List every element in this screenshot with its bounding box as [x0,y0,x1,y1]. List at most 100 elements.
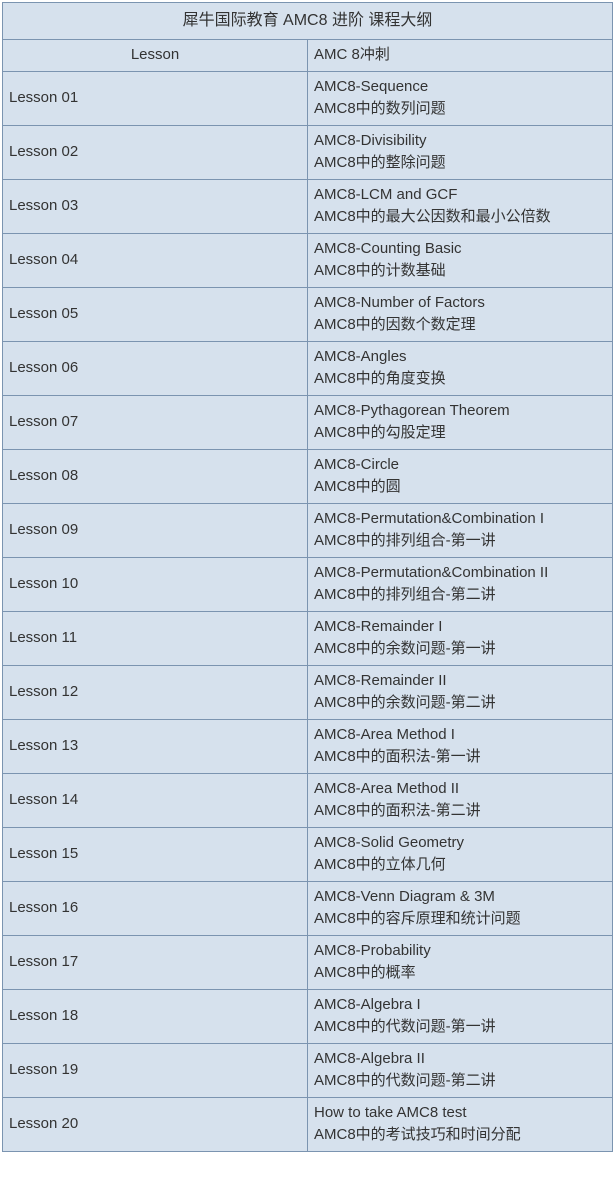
table-row: Lesson 15 AMC8-Solid GeometryAMC8中的立体几何 [3,827,613,881]
table-row: Lesson 02AMC8-DivisibilityAMC8中的整除问题 [3,125,613,179]
content-chinese: AMC8中的余数问题-第二讲 [314,692,606,715]
table-row: Lesson 12AMC8-Remainder IIAMC8中的余数问题-第二讲 [3,665,613,719]
table-row: Lesson 13AMC8-Area Method IAMC8中的面积法-第一讲 [3,719,613,773]
content-chinese: AMC8中的代数问题-第一讲 [314,1016,606,1039]
content-chinese: AMC8中的圆 [314,476,606,499]
lesson-cell: Lesson 17 [3,935,308,989]
content-cell: AMC8-Number of FactorsAMC8中的因数个数定理 [308,287,613,341]
content-cell: AMC8-Algebra IIAMC8中的代数问题-第二讲 [308,1043,613,1097]
content-english: AMC8-Pythagorean Theorem [314,400,606,423]
content-chinese: AMC8中的整除问题 [314,152,606,175]
lesson-cell: Lesson 06 [3,341,308,395]
table-title: 犀牛国际教育 AMC8 进阶 课程大纲 [3,3,613,40]
content-english: AMC8-Circle [314,454,606,477]
course-syllabus-table: 犀牛国际教育 AMC8 进阶 课程大纲 Lesson AMC 8冲刺 Lesso… [2,2,613,1152]
content-cell: AMC8-Permutation&Combination IAMC8中的排列组合… [308,503,613,557]
content-english: AMC8-Permutation&Combination II [314,562,606,585]
table-row: Lesson 04AMC8-Counting BasicAMC8中的计数基础 [3,233,613,287]
lesson-cell: Lesson 04 [3,233,308,287]
content-cell: AMC8-ProbabilityAMC8中的概率 [308,935,613,989]
content-english: How to take AMC8 test [314,1102,606,1125]
lesson-cell: Lesson 09 [3,503,308,557]
content-cell: AMC8-Area Method IAMC8中的面积法-第一讲 [308,719,613,773]
table-row: Lesson 10AMC8-Permutation&Combination II… [3,557,613,611]
content-cell: AMC8-AnglesAMC8中的角度变换 [308,341,613,395]
lesson-cell: Lesson 03 [3,179,308,233]
content-cell: AMC8-Area Method IIAMC8中的面积法-第二讲 [308,773,613,827]
table-row: Lesson 07AMC8-Pythagorean TheoremAMC8中的勾… [3,395,613,449]
content-english: AMC8-Venn Diagram & 3M [314,886,606,909]
table-row: Lesson 08AMC8-CircleAMC8中的圆 [3,449,613,503]
content-cell: How to take AMC8 testAMC8中的考试技巧和时间分配 [308,1097,613,1151]
content-chinese: AMC8中的排列组合-第一讲 [314,530,606,553]
content-chinese: AMC8中的角度变换 [314,368,606,391]
table-row: Lesson 09AMC8-Permutation&Combination IA… [3,503,613,557]
content-chinese: AMC8中的概率 [314,962,606,985]
table-row: Lesson 01AMC8-SequenceAMC8中的数列问题 [3,71,613,125]
lesson-cell: Lesson 01 [3,71,308,125]
content-chinese: AMC8中的勾股定理 [314,422,606,445]
lesson-cell: Lesson 15 [3,827,308,881]
content-chinese: AMC8中的立体几何 [314,854,606,877]
header-lesson: Lesson [3,40,308,72]
content-cell: AMC8-SequenceAMC8中的数列问题 [308,71,613,125]
table-row: Lesson 14AMC8-Area Method IIAMC8中的面积法-第二… [3,773,613,827]
content-english: AMC8-Number of Factors [314,292,606,315]
content-english: AMC8-Probability [314,940,606,963]
content-english: AMC8-Permutation&Combination I [314,508,606,531]
lesson-cell: Lesson 11 [3,611,308,665]
lesson-cell: Lesson 08 [3,449,308,503]
content-english: AMC8-Angles [314,346,606,369]
lesson-cell: Lesson 05 [3,287,308,341]
lesson-cell: Lesson 10 [3,557,308,611]
lesson-cell: Lesson 20 [3,1097,308,1151]
table-row: Lesson 19AMC8-Algebra IIAMC8中的代数问题-第二讲 [3,1043,613,1097]
lesson-cell: Lesson 16 [3,881,308,935]
table-row: Lesson 20How to take AMC8 testAMC8中的考试技巧… [3,1097,613,1151]
content-cell: AMC8-LCM and GCFAMC8中的最大公因数和最小公倍数 [308,179,613,233]
content-cell: AMC8-Remainder IAMC8中的余数问题-第一讲 [308,611,613,665]
content-english: AMC8-Remainder II [314,670,606,693]
content-english: AMC8-Algebra I [314,994,606,1017]
table-row: Lesson 06AMC8-AnglesAMC8中的角度变换 [3,341,613,395]
content-english: AMC8-LCM and GCF [314,184,606,207]
content-cell: AMC8-CircleAMC8中的圆 [308,449,613,503]
content-cell: AMC8-Permutation&Combination IIAMC8中的排列组… [308,557,613,611]
lesson-cell: Lesson 13 [3,719,308,773]
header-content: AMC 8冲刺 [308,40,613,72]
content-chinese: AMC8中的面积法-第二讲 [314,800,606,823]
lesson-cell: Lesson 19 [3,1043,308,1097]
content-chinese: AMC8中的数列问题 [314,98,606,121]
title-row: 犀牛国际教育 AMC8 进阶 课程大纲 [3,3,613,40]
table-row: Lesson 18AMC8-Algebra IAMC8中的代数问题-第一讲 [3,989,613,1043]
content-english: AMC8-Counting Basic [314,238,606,261]
content-cell: AMC8-DivisibilityAMC8中的整除问题 [308,125,613,179]
lesson-cell: Lesson 18 [3,989,308,1043]
content-english: AMC8-Solid Geometry [314,832,606,855]
content-english: AMC8-Area Method I [314,724,606,747]
content-cell: AMC8-Counting BasicAMC8中的计数基础 [308,233,613,287]
table-row: Lesson 16 AMC8-Venn Diagram & 3MAMC8中的容斥原… [3,881,613,935]
content-chinese: AMC8中的最大公因数和最小公倍数 [314,206,606,229]
content-english: AMC8-Divisibility [314,130,606,153]
content-english: AMC8-Algebra II [314,1048,606,1071]
table-row: Lesson 17AMC8-ProbabilityAMC8中的概率 [3,935,613,989]
header-row: Lesson AMC 8冲刺 [3,40,613,72]
content-cell: AMC8-Pythagorean TheoremAMC8中的勾股定理 [308,395,613,449]
lesson-cell: Lesson 12 [3,665,308,719]
content-cell: AMC8-Remainder IIAMC8中的余数问题-第二讲 [308,665,613,719]
content-english: AMC8-Remainder I [314,616,606,639]
content-chinese: AMC8中的考试技巧和时间分配 [314,1124,606,1147]
content-cell: AMC8-Algebra IAMC8中的代数问题-第一讲 [308,989,613,1043]
table-row: Lesson 03AMC8-LCM and GCFAMC8中的最大公因数和最小公… [3,179,613,233]
lesson-cell: Lesson 07 [3,395,308,449]
content-chinese: AMC8中的代数问题-第二讲 [314,1070,606,1093]
lesson-cell: Lesson 14 [3,773,308,827]
content-chinese: AMC8中的容斥原理和统计问题 [314,908,606,931]
content-english: AMC8-Sequence [314,76,606,99]
lesson-cell: Lesson 02 [3,125,308,179]
content-chinese: AMC8中的余数问题-第一讲 [314,638,606,661]
table-row: Lesson 05AMC8-Number of FactorsAMC8中的因数个… [3,287,613,341]
content-english: AMC8-Area Method II [314,778,606,801]
table-row: Lesson 11AMC8-Remainder IAMC8中的余数问题-第一讲 [3,611,613,665]
